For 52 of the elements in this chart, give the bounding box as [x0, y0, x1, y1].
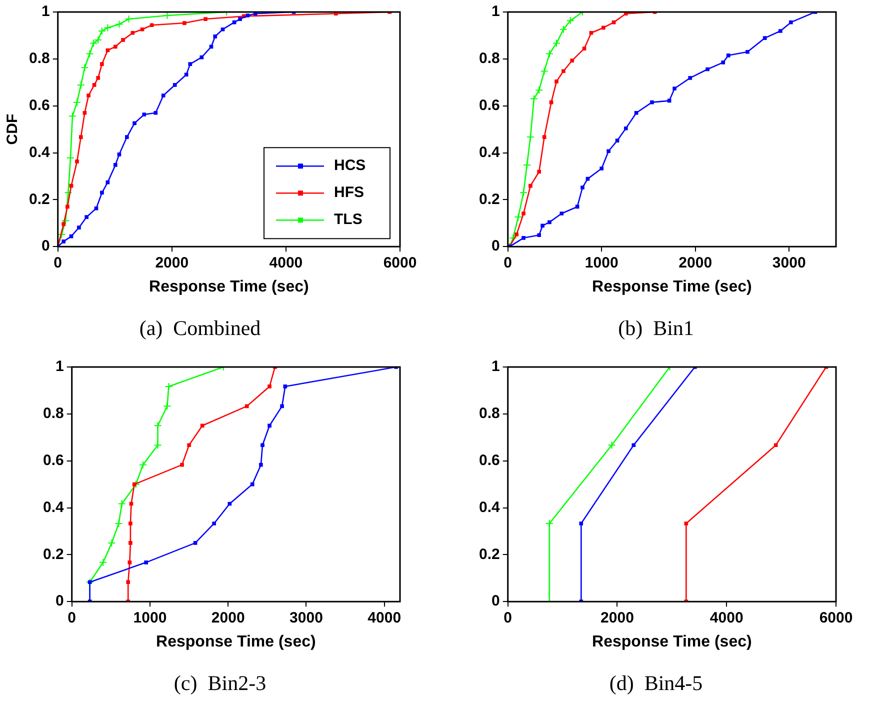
y-tick-label: 0.6 [28, 96, 50, 114]
text: (b) Bin1 [618, 316, 694, 340]
x-tick-label: 2000 [678, 254, 712, 272]
y-tick-label: 0 [56, 592, 64, 610]
y-tick-label: 0.6 [42, 452, 64, 469]
legend-label: HCS [334, 157, 366, 174]
x-tick-label: 2000 [211, 610, 245, 627]
y-tick-label: 1 [492, 358, 500, 376]
x-tick-label: 4000 [269, 254, 303, 272]
text: (d) Bin4-5 [609, 670, 703, 695]
x-tick-label: 0 [504, 610, 512, 627]
x-axis-title: Response Time (sec) [149, 278, 309, 296]
x-tick-label: 4000 [368, 610, 402, 627]
y-tick-label: 0.4 [42, 498, 64, 516]
y-tick-label: 1 [42, 3, 50, 20]
x-tick-label: 2000 [155, 254, 189, 272]
y-tick-label: 0.2 [28, 190, 50, 208]
legend-label: HFS [334, 184, 364, 202]
y-tick-label: 0.8 [478, 50, 500, 68]
x-tick-label: 6000 [819, 610, 853, 627]
text: (c) Bin2-3 [174, 670, 266, 695]
y-tick-label: 1 [56, 358, 64, 376]
y-tick-label: 0.8 [478, 405, 500, 422]
y-tick-label: 1 [492, 3, 500, 20]
x-tick-label: 0 [68, 610, 76, 627]
x-tick-label: 1000 [133, 610, 167, 627]
y-tick-label: 0.4 [28, 144, 50, 161]
y-tick-label: 0.4 [478, 144, 500, 161]
y-tick-label: 0.6 [478, 452, 500, 469]
x-axis-title: Response Time (sec) [592, 278, 752, 296]
x-tick-label: 0 [504, 254, 512, 272]
y-tick-label: 0 [492, 592, 500, 610]
x-axis-title: Response Time (sec) [592, 634, 752, 651]
x-tick-label: 2000 [600, 610, 634, 627]
y-tick-label: 0.6 [478, 96, 500, 114]
text: (a) Combined [139, 316, 262, 340]
y-axis-title: CDF [4, 114, 22, 145]
x-tick-label: 6000 [383, 254, 417, 272]
legend-label: TLS [334, 211, 362, 228]
y-tick-label: 0.8 [28, 50, 50, 68]
x-axis-title: Response Time (sec) [156, 634, 316, 651]
x-tick-label: 3000 [290, 610, 323, 627]
y-tick-label: 0 [42, 238, 50, 255]
y-tick-label: 0.2 [478, 546, 500, 563]
y-tick-label: 0.8 [42, 405, 64, 422]
y-tick-label: 0.4 [478, 498, 500, 516]
y-tick-label: 0 [492, 238, 500, 255]
x-tick-label: 4000 [710, 610, 744, 627]
x-tick-label: 1000 [584, 254, 618, 272]
x-tick-label: 3000 [772, 254, 806, 272]
y-tick-label: 0.2 [42, 546, 64, 563]
y-tick-label: 0.2 [478, 190, 500, 208]
